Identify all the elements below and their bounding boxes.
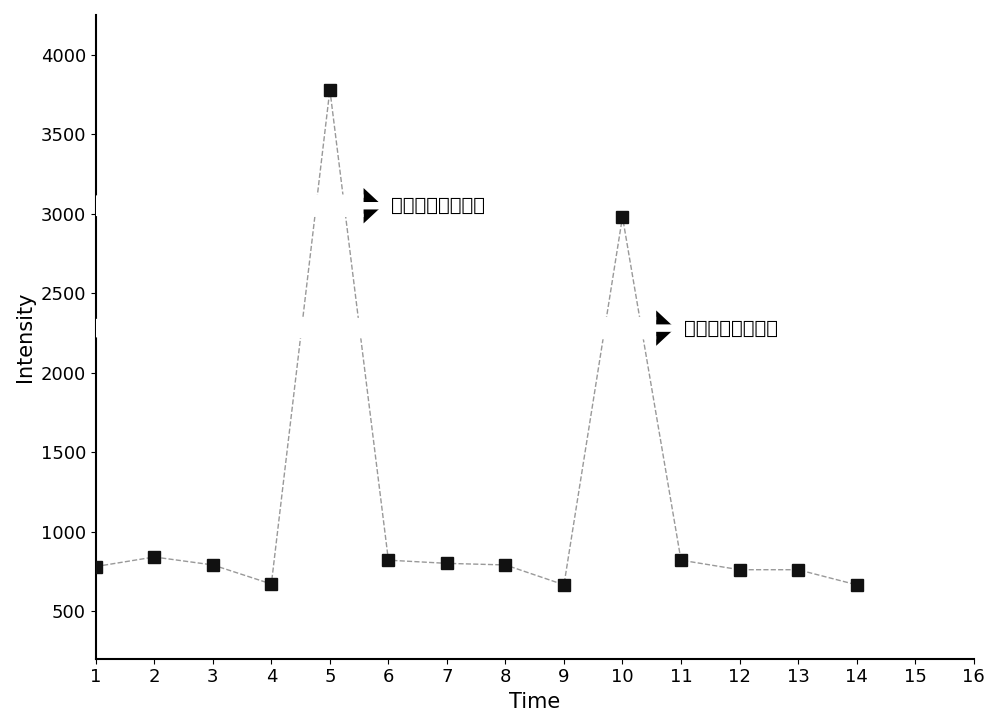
Text: 检测线荧光发射峰: 检测线荧光发射峰	[391, 196, 485, 215]
Polygon shape	[0, 317, 1000, 340]
Polygon shape	[340, 188, 383, 223]
Polygon shape	[0, 194, 1000, 217]
Y-axis label: Intensity: Intensity	[15, 292, 35, 382]
X-axis label: Time: Time	[509, 692, 560, 712]
Polygon shape	[633, 310, 675, 346]
Text: 对照线荧光发射峰: 对照线荧光发射峰	[684, 318, 778, 337]
